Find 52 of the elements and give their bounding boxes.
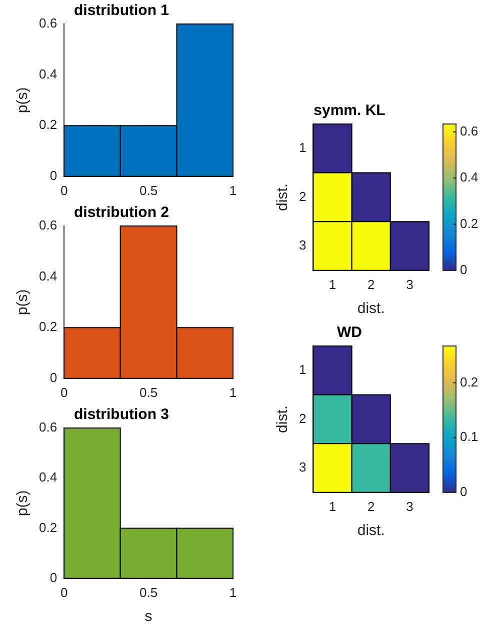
y-tick-label: 0.4	[38, 470, 58, 485]
y-axis-title: p(s)	[14, 87, 32, 114]
y-tick-label: 0.2	[38, 319, 58, 334]
chart-title: distribution 1	[74, 2, 169, 20]
y-tick-label: 0	[50, 168, 58, 183]
y-tick-label: 3	[298, 460, 306, 475]
x-tick-label: 3	[406, 498, 414, 514]
x-tick-label: 1	[229, 584, 237, 600]
x-axis-title: dist.	[357, 300, 385, 318]
chart-title: distribution 2	[74, 204, 169, 222]
x-tick-label: 0	[60, 182, 68, 198]
y-axis-title: p(s)	[14, 490, 32, 516]
x-axis-title: dist.	[357, 522, 385, 540]
y-tick-label: 0.2	[38, 520, 58, 535]
y-tick-label: 1	[298, 362, 306, 377]
x-tick-label: 1	[328, 276, 336, 292]
x-tick-label: 2	[368, 276, 375, 292]
chart-title: WD	[337, 324, 362, 342]
y-tick-label: 1	[298, 140, 306, 155]
x-tick-label: 1	[229, 384, 237, 400]
color-bar-label: 0.2	[460, 216, 478, 231]
y-tick-label: 0	[50, 570, 58, 585]
y-tick-label: 2	[298, 410, 306, 426]
y-tick-label: 0.6	[38, 16, 58, 31]
color-bar-label: 0.1	[460, 429, 478, 444]
x-tick-label: 0	[60, 384, 68, 400]
x-tick-label: 3	[406, 276, 414, 292]
color-bar-label: 0.4	[460, 170, 478, 185]
chart-title: symm. KL	[314, 102, 386, 120]
y-axis-title: p(s)	[14, 289, 32, 316]
x-tick-label: 0	[60, 584, 68, 600]
x-axis-title: s	[144, 608, 152, 626]
y-tick-label: 0.6	[38, 420, 58, 435]
color-bar-label: 0.6	[460, 123, 478, 138]
x-tick-label: 0.5	[139, 584, 158, 600]
y-tick-label: 0.6	[38, 218, 58, 233]
y-axis-title: dist.	[274, 405, 292, 433]
x-tick-label: 0.5	[139, 182, 158, 198]
color-bar-label: 0	[460, 484, 468, 499]
y-tick-label: 3	[298, 238, 306, 253]
chart-title: distribution 3	[74, 406, 169, 424]
y-tick-label: 0.4	[38, 268, 58, 284]
y-tick-label: 0.4	[38, 66, 58, 82]
x-tick-label: 1	[229, 182, 237, 198]
x-tick-label: 0.5	[139, 384, 158, 400]
color-bar-label: 0.2	[460, 374, 478, 390]
x-tick-label: 2	[368, 498, 375, 514]
y-axis-title: dist.	[274, 183, 292, 211]
color-bar-label: 0	[460, 262, 468, 277]
y-tick-label: 0.2	[38, 117, 58, 132]
x-tick-label: 1	[328, 498, 336, 514]
y-tick-label: 0	[50, 370, 58, 385]
